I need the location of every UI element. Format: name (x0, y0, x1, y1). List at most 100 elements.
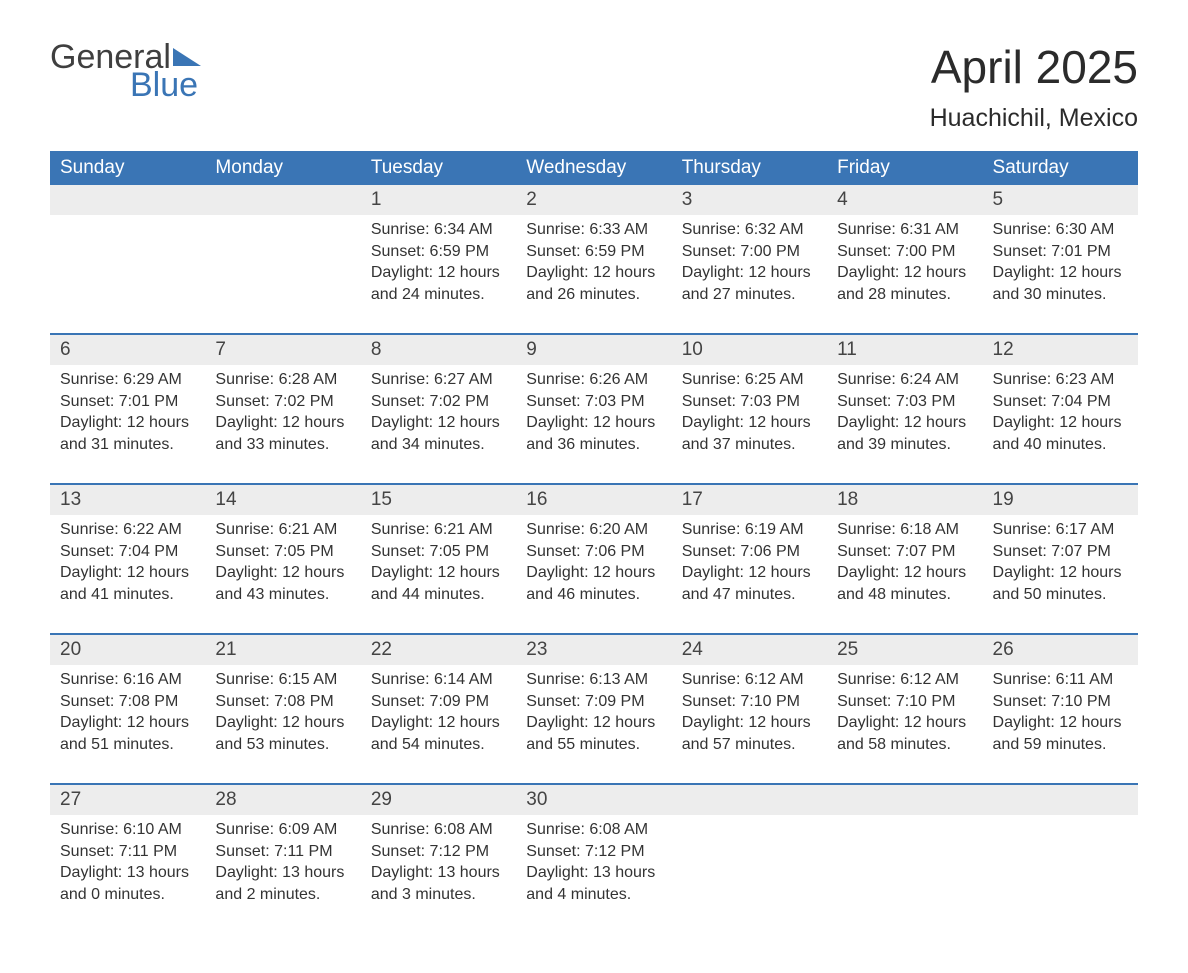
day-body: Sunrise: 6:13 AMSunset: 7:09 PMDaylight:… (516, 665, 671, 765)
sunset-line: Sunset: 7:11 PM (60, 841, 195, 863)
calendar-cell: 6Sunrise: 6:29 AMSunset: 7:01 PMDaylight… (50, 334, 205, 484)
daylight-line: Daylight: 12 hours and 27 minutes. (682, 262, 817, 305)
sunrise-line: Sunrise: 6:09 AM (215, 819, 350, 841)
sunset-line: Sunset: 7:04 PM (60, 541, 195, 563)
calendar-cell: 5Sunrise: 6:30 AMSunset: 7:01 PMDaylight… (983, 185, 1138, 334)
calendar-cell: 28Sunrise: 6:09 AMSunset: 7:11 PMDayligh… (205, 784, 360, 933)
day-number: 6 (50, 335, 205, 365)
daylight-line: Daylight: 13 hours and 0 minutes. (60, 862, 195, 905)
sunrise-line: Sunrise: 6:28 AM (215, 369, 350, 391)
sunrise-line: Sunrise: 6:12 AM (682, 669, 817, 691)
day-body (672, 815, 827, 829)
day-number: 4 (827, 185, 982, 215)
calendar-cell: 17Sunrise: 6:19 AMSunset: 7:06 PMDayligh… (672, 484, 827, 634)
sunset-line: Sunset: 7:05 PM (371, 541, 506, 563)
calendar-cell: 1Sunrise: 6:34 AMSunset: 6:59 PMDaylight… (361, 185, 516, 334)
calendar-cell: 19Sunrise: 6:17 AMSunset: 7:07 PMDayligh… (983, 484, 1138, 634)
calendar-cell: 29Sunrise: 6:08 AMSunset: 7:12 PMDayligh… (361, 784, 516, 933)
header-row: General Blue April 2025 Huachichil, Mexi… (50, 40, 1138, 133)
daylight-line: Daylight: 12 hours and 58 minutes. (837, 712, 972, 755)
day-body: Sunrise: 6:29 AMSunset: 7:01 PMDaylight:… (50, 365, 205, 465)
sunrise-line: Sunrise: 6:33 AM (526, 219, 661, 241)
sunrise-line: Sunrise: 6:24 AM (837, 369, 972, 391)
calendar-cell: 3 Sunrise: 6:32 AMSunset: 7:00 PMDaylight… (672, 185, 827, 334)
calendar-week-row: 1Sunrise: 6:34 AMSunset: 6:59 PMDaylight… (50, 185, 1138, 334)
day-body: Sunrise: 6:28 AMSunset: 7:02 PMDaylight:… (205, 365, 360, 465)
daylight-line: Daylight: 13 hours and 4 minutes. (526, 862, 661, 905)
day-number: 29 (361, 785, 516, 815)
calendar-cell: 22Sunrise: 6:14 AMSunset: 7:09 PMDayligh… (361, 634, 516, 784)
sunrise-line: Sunrise: 6:08 AM (526, 819, 661, 841)
sunrise-line: Sunrise: 6:11 AM (993, 669, 1128, 691)
daylight-line: Daylight: 12 hours and 46 minutes. (526, 562, 661, 605)
logo-triangle-icon (173, 48, 201, 66)
day-number (672, 785, 827, 815)
calendar-cell: 25Sunrise: 6:12 AMSunset: 7:10 PMDayligh… (827, 634, 982, 784)
daylight-line: Daylight: 12 hours and 37 minutes. (682, 412, 817, 455)
daylight-line: Daylight: 12 hours and 31 minutes. (60, 412, 195, 455)
calendar-cell (827, 784, 982, 933)
sunrise-line: Sunrise: 6:16 AM (60, 669, 195, 691)
weekday-header: Friday (827, 151, 982, 185)
sunrise-line: Sunrise: 6:10 AM (60, 819, 195, 841)
sunset-line: Sunset: 7:00 PM (682, 241, 817, 263)
sunset-line: Sunset: 7:01 PM (60, 391, 195, 413)
daylight-line: Daylight: 13 hours and 2 minutes. (215, 862, 350, 905)
sunrise-line: Sunrise: 6:20 AM (526, 519, 661, 541)
daylight-line: Daylight: 12 hours and 59 minutes. (993, 712, 1128, 755)
day-body: Sunrise: 6:23 AMSunset: 7:04 PMDaylight:… (983, 365, 1138, 465)
sunrise-line: Sunrise: 6:29 AM (60, 369, 195, 391)
sunset-line: Sunset: 7:04 PM (993, 391, 1128, 413)
daylight-line: Daylight: 12 hours and 34 minutes. (371, 412, 506, 455)
sunset-line: Sunset: 7:03 PM (682, 391, 817, 413)
sunrise-line: Sunrise: 6:32 AM (682, 219, 817, 241)
day-body: Sunrise: 6:26 AMSunset: 7:03 PMDaylight:… (516, 365, 671, 465)
logo-word2: Blue (130, 68, 201, 102)
sunset-line: Sunset: 7:06 PM (682, 541, 817, 563)
daylight-line: Daylight: 12 hours and 47 minutes. (682, 562, 817, 605)
calendar-cell: 18Sunrise: 6:18 AMSunset: 7:07 PMDayligh… (827, 484, 982, 634)
day-body: Sunrise: 6:14 AMSunset: 7:09 PMDaylight:… (361, 665, 516, 765)
calendar-body: 1Sunrise: 6:34 AMSunset: 6:59 PMDaylight… (50, 185, 1138, 933)
month-title: April 2025 (930, 40, 1138, 94)
sunrise-line: Sunrise: 6:18 AM (837, 519, 972, 541)
day-body: Sunrise: 6:21 AMSunset: 7:05 PMDaylight:… (205, 515, 360, 615)
day-number (827, 785, 982, 815)
title-block: April 2025 Huachichil, Mexico (930, 40, 1138, 133)
calendar-cell: 9Sunrise: 6:26 AMSunset: 7:03 PMDaylight… (516, 334, 671, 484)
sunrise-line: Sunrise: 6:13 AM (526, 669, 661, 691)
calendar-cell: 12Sunrise: 6:23 AMSunset: 7:04 PMDayligh… (983, 334, 1138, 484)
calendar-cell: 24Sunrise: 6:12 AMSunset: 7:10 PMDayligh… (672, 634, 827, 784)
calendar-cell (672, 784, 827, 933)
daylight-line: Daylight: 12 hours and 33 minutes. (215, 412, 350, 455)
day-body: Sunrise: 6:27 AMSunset: 7:02 PMDaylight:… (361, 365, 516, 465)
calendar-week-row: 13Sunrise: 6:22 AMSunset: 7:04 PMDayligh… (50, 484, 1138, 634)
day-number: 30 (516, 785, 671, 815)
day-body: Sunrise: 6:19 AMSunset: 7:06 PMDaylight:… (672, 515, 827, 615)
calendar-cell: 15Sunrise: 6:21 AMSunset: 7:05 PMDayligh… (361, 484, 516, 634)
sunset-line: Sunset: 7:02 PM (215, 391, 350, 413)
weekday-header: Monday (205, 151, 360, 185)
day-body (50, 215, 205, 229)
sunset-line: Sunset: 7:01 PM (993, 241, 1128, 263)
day-number: 3 (672, 185, 827, 215)
calendar-cell: 21Sunrise: 6:15 AMSunset: 7:08 PMDayligh… (205, 634, 360, 784)
calendar-cell: 11Sunrise: 6:24 AMSunset: 7:03 PMDayligh… (827, 334, 982, 484)
sunset-line: Sunset: 7:00 PM (837, 241, 972, 263)
sunset-line: Sunset: 7:12 PM (371, 841, 506, 863)
calendar-cell: 4Sunrise: 6:31 AMSunset: 7:00 PMDaylight… (827, 185, 982, 334)
calendar-table: SundayMondayTuesdayWednesdayThursdayFrid… (50, 151, 1138, 933)
calendar-cell: 10Sunrise: 6:25 AMSunset: 7:03 PMDayligh… (672, 334, 827, 484)
day-number: 15 (361, 485, 516, 515)
day-number: 16 (516, 485, 671, 515)
day-body: Sunrise: 6:24 AMSunset: 7:03 PMDaylight:… (827, 365, 982, 465)
weekday-header: Tuesday (361, 151, 516, 185)
sunset-line: Sunset: 6:59 PM (371, 241, 506, 263)
daylight-line: Daylight: 12 hours and 53 minutes. (215, 712, 350, 755)
location-label: Huachichil, Mexico (930, 104, 1138, 133)
day-body: Sunrise: 6:09 AMSunset: 7:11 PMDaylight:… (205, 815, 360, 915)
sunrise-line: Sunrise: 6:21 AM (371, 519, 506, 541)
calendar-cell (983, 784, 1138, 933)
sunset-line: Sunset: 6:59 PM (526, 241, 661, 263)
logo: General Blue (50, 40, 201, 102)
